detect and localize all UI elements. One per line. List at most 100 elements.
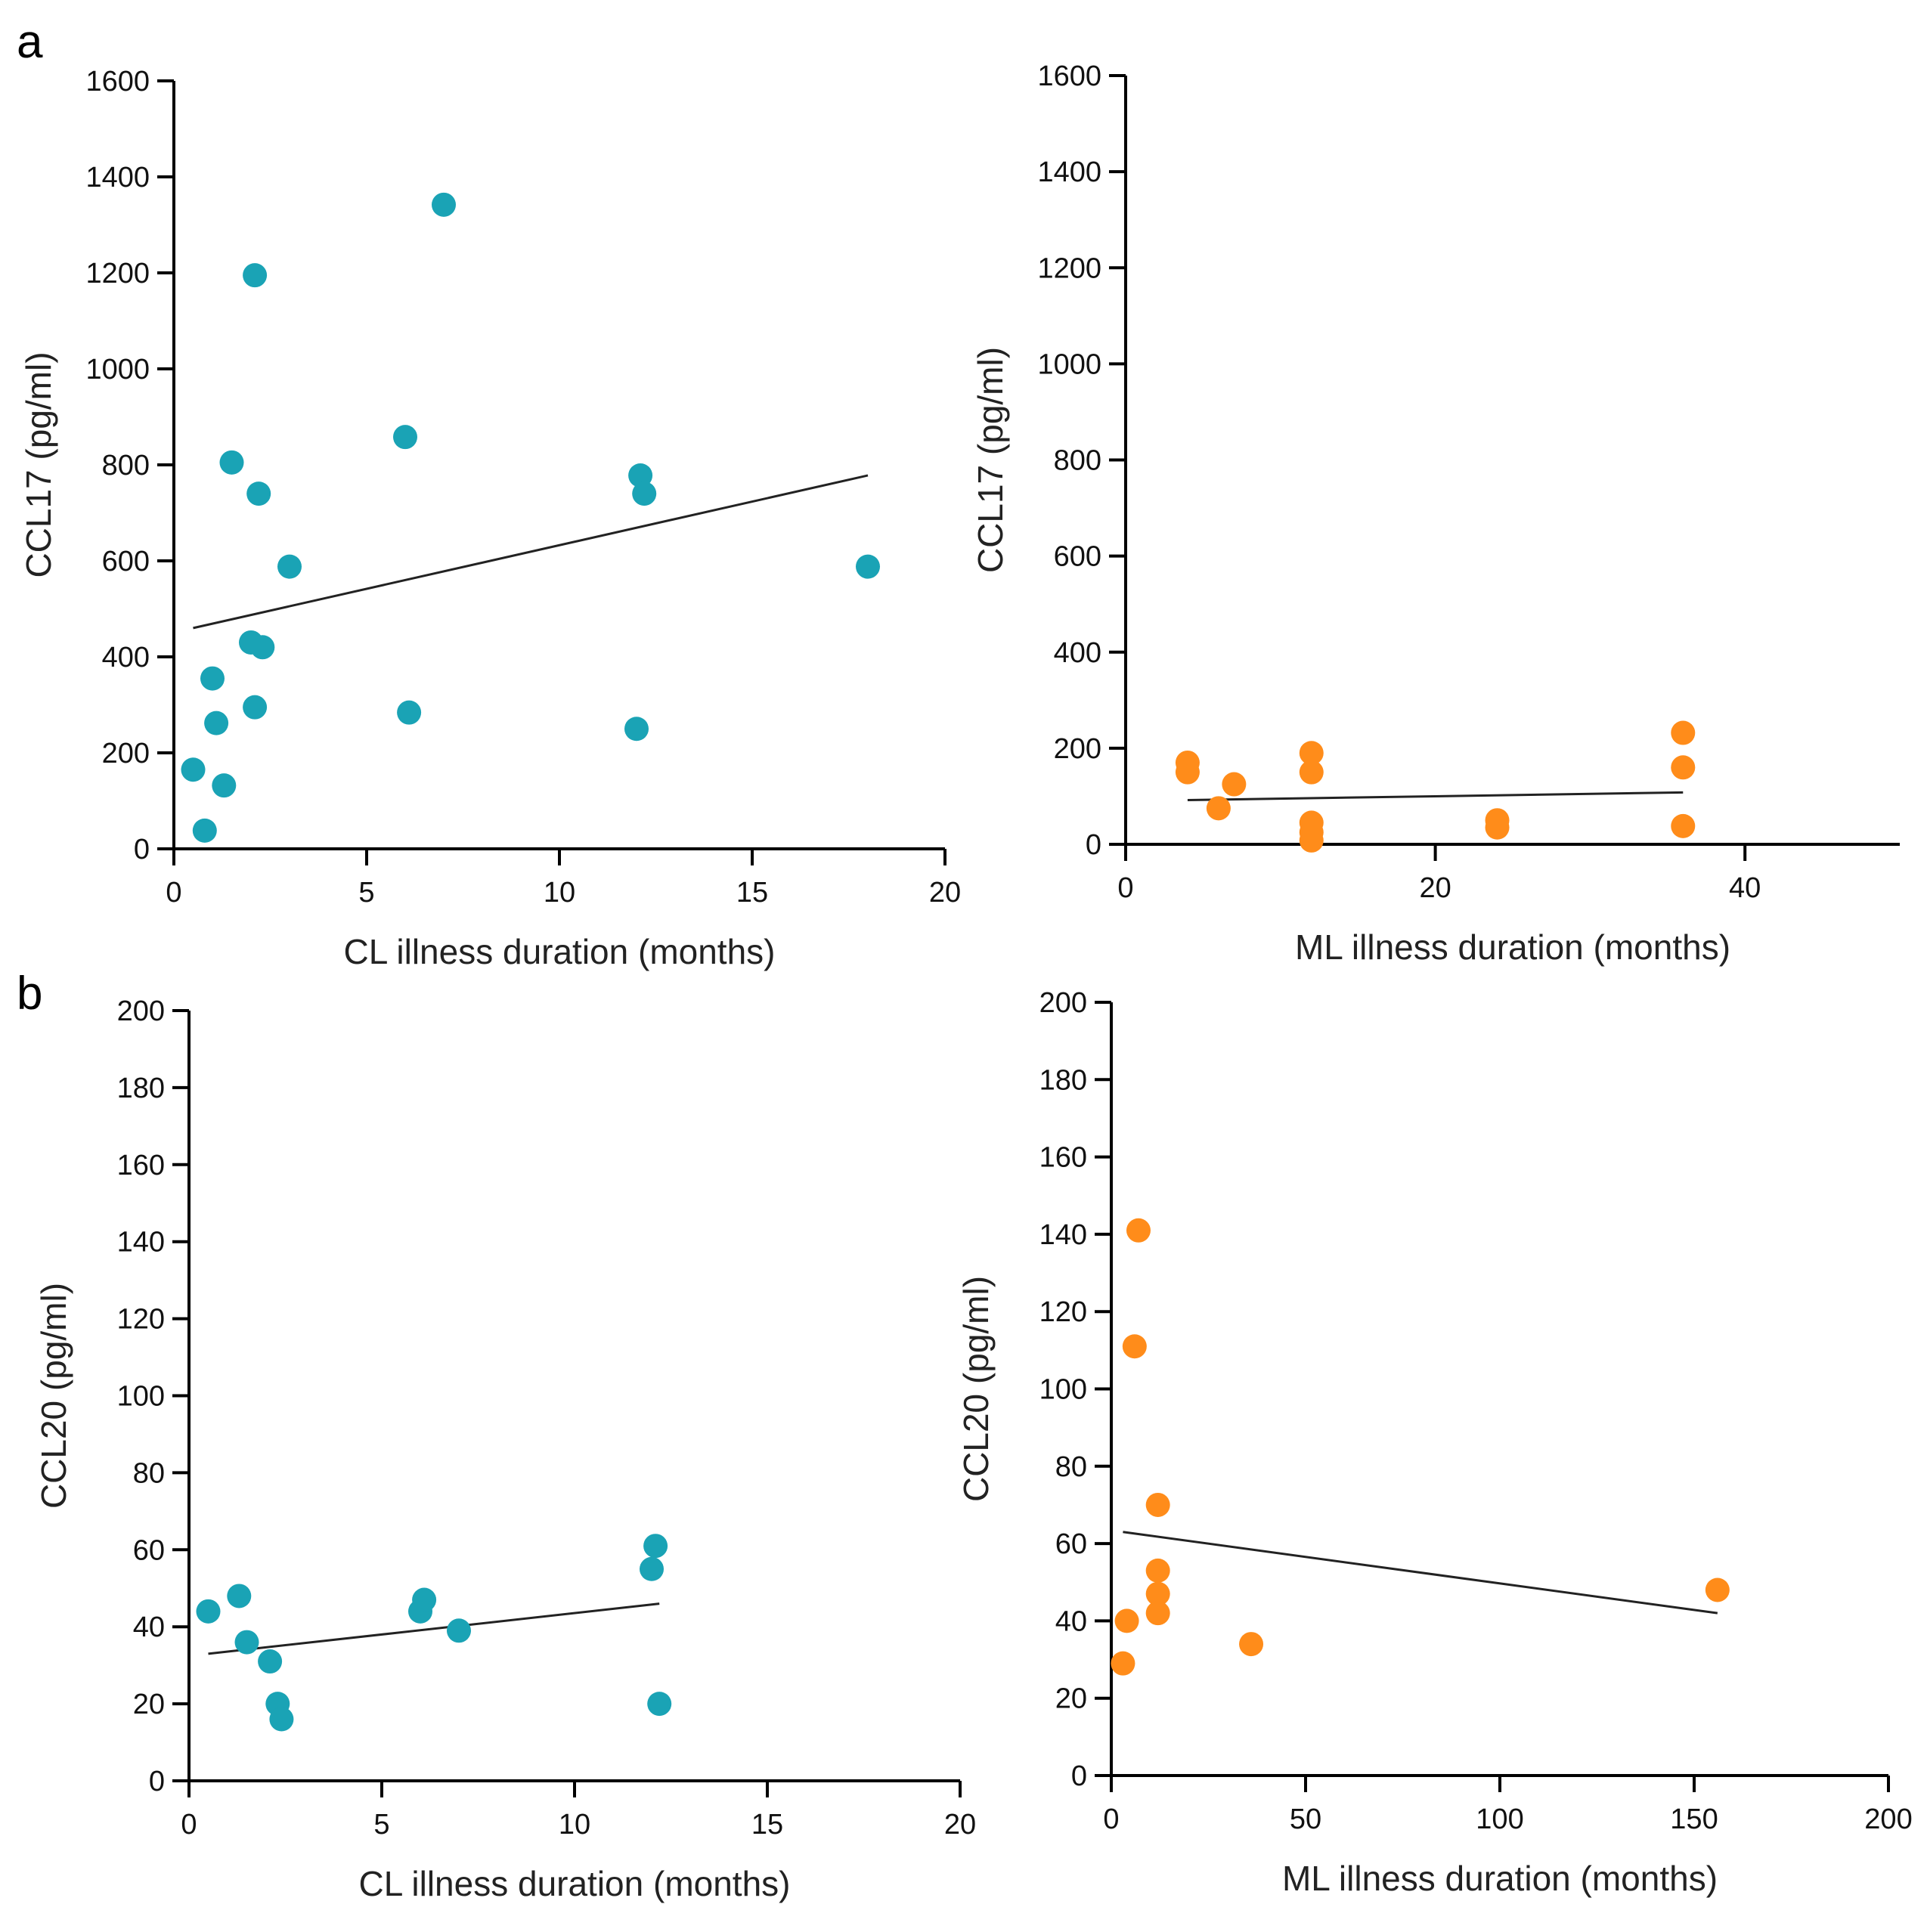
y-tick-label: 1400 bbox=[85, 162, 150, 194]
data-point bbox=[250, 635, 275, 660]
data-point bbox=[412, 1587, 437, 1612]
y-tick-label: 400 bbox=[1054, 637, 1101, 669]
data-point bbox=[647, 1692, 672, 1717]
y-tick-label: 1600 bbox=[85, 66, 150, 98]
data-point bbox=[1299, 828, 1324, 853]
data-point bbox=[393, 425, 417, 450]
data-point bbox=[1145, 1492, 1170, 1517]
data-point bbox=[1175, 760, 1200, 785]
data-point bbox=[1122, 1334, 1147, 1359]
y-tick-label: 1000 bbox=[1037, 348, 1101, 380]
data-point bbox=[1222, 772, 1247, 797]
y-tick-label: 120 bbox=[117, 1304, 165, 1336]
x-tick-label: 200 bbox=[1864, 1804, 1912, 1835]
y-axis-title: CCL17 (pg/ml) bbox=[19, 351, 58, 577]
data-point bbox=[1299, 760, 1324, 785]
y-tick-label: 160 bbox=[117, 1150, 165, 1181]
x-tick-label: 10 bbox=[559, 1809, 590, 1841]
data-point bbox=[269, 1707, 294, 1732]
data-point bbox=[624, 717, 649, 742]
data-point bbox=[856, 554, 880, 579]
data-point bbox=[181, 757, 206, 782]
data-point bbox=[243, 263, 268, 288]
x-axis-title: CL illness duration (months) bbox=[359, 1864, 791, 1903]
y-tick-label: 40 bbox=[1055, 1605, 1087, 1637]
x-tick-label: 20 bbox=[1419, 872, 1451, 904]
y-tick-label: 60 bbox=[133, 1534, 165, 1566]
y-tick-label: 100 bbox=[117, 1381, 165, 1413]
y-tick-label: 400 bbox=[102, 642, 150, 673]
data-point bbox=[200, 666, 225, 691]
chart-a-left: 0 200 400 600 800 1000 1200 1400 1600 0 5 10 15 20 CL … bbox=[19, 66, 961, 971]
data-point bbox=[1145, 1581, 1170, 1606]
data-point bbox=[1206, 796, 1231, 821]
data-point bbox=[234, 1630, 259, 1655]
data-point bbox=[227, 1584, 252, 1608]
data-point bbox=[1126, 1218, 1151, 1243]
data-point bbox=[1114, 1608, 1139, 1633]
x-tick-label: 0 bbox=[1117, 872, 1133, 904]
data-point bbox=[219, 450, 244, 475]
x-tick-label: 20 bbox=[944, 1809, 976, 1841]
y-tick-label: 160 bbox=[1039, 1142, 1087, 1174]
chart-a-right: 0 200 400 600 800 1000 1200 1400 1600 0 20 40 ML ill… bbox=[971, 60, 1900, 967]
data-point bbox=[1111, 1651, 1135, 1676]
regression-line bbox=[208, 1602, 660, 1655]
data-point bbox=[628, 463, 653, 488]
regression-line bbox=[1187, 791, 1684, 802]
data-point bbox=[1671, 813, 1696, 838]
y-tick-label: 1400 bbox=[1037, 156, 1101, 188]
y-tick-label: 80 bbox=[1055, 1451, 1087, 1483]
x-tick-label: 0 bbox=[1103, 1804, 1119, 1835]
y-tick-label: 200 bbox=[1039, 987, 1087, 1019]
y-tick-label: 40 bbox=[133, 1612, 165, 1643]
x-tick-label: 20 bbox=[929, 877, 961, 909]
y-tick-label: 20 bbox=[133, 1689, 165, 1720]
x-axis-title: ML illness duration (months) bbox=[1282, 1859, 1718, 1898]
regression-line bbox=[1123, 1531, 1718, 1615]
data-point bbox=[1145, 1558, 1170, 1583]
y-tick-label: 60 bbox=[1055, 1528, 1087, 1560]
x-tick-label: 5 bbox=[358, 877, 374, 909]
y-tick-label: 200 bbox=[102, 738, 150, 769]
data-point bbox=[447, 1618, 471, 1643]
x-tick-label: 150 bbox=[1670, 1804, 1718, 1835]
y-tick-label: 1200 bbox=[1037, 252, 1101, 284]
y-tick-label: 80 bbox=[133, 1457, 165, 1489]
data-point bbox=[1145, 1601, 1170, 1626]
data-point bbox=[243, 695, 268, 720]
y-tick-label: 0 bbox=[1086, 829, 1101, 861]
y-tick-label: 20 bbox=[1055, 1683, 1087, 1715]
data-point bbox=[246, 481, 271, 506]
y-tick-label: 140 bbox=[117, 1227, 165, 1259]
data-point bbox=[1299, 741, 1324, 766]
y-tick-label: 180 bbox=[117, 1073, 165, 1104]
data-point bbox=[643, 1534, 668, 1559]
x-tick-label: 100 bbox=[1476, 1804, 1523, 1835]
panel-label-a: a bbox=[17, 16, 43, 68]
y-tick-label: 200 bbox=[117, 995, 165, 1027]
y-axis-title: CCL17 (pg/ml) bbox=[971, 347, 1010, 573]
x-tick-label: 15 bbox=[751, 1809, 783, 1841]
data-point bbox=[258, 1649, 283, 1674]
x-tick-label: 0 bbox=[181, 1809, 197, 1841]
regression-line bbox=[193, 474, 869, 630]
y-tick-label: 120 bbox=[1039, 1296, 1087, 1328]
x-tick-label: 10 bbox=[544, 877, 575, 909]
y-tick-label: 800 bbox=[1054, 445, 1101, 477]
y-tick-label: 600 bbox=[1054, 541, 1101, 573]
x-tick-label: 50 bbox=[1290, 1804, 1321, 1835]
y-tick-label: 1200 bbox=[85, 258, 150, 289]
y-tick-label: 180 bbox=[1039, 1064, 1087, 1096]
x-axis-title: ML illness duration (months) bbox=[1295, 927, 1730, 967]
x-tick-label: 5 bbox=[373, 1809, 389, 1841]
data-point bbox=[1671, 755, 1696, 780]
x-tick-label: 40 bbox=[1729, 872, 1761, 904]
data-point bbox=[1485, 815, 1510, 840]
data-point bbox=[640, 1556, 664, 1581]
y-tick-label: 200 bbox=[1054, 733, 1101, 765]
data-point bbox=[432, 192, 456, 217]
y-tick-label: 800 bbox=[102, 450, 150, 481]
